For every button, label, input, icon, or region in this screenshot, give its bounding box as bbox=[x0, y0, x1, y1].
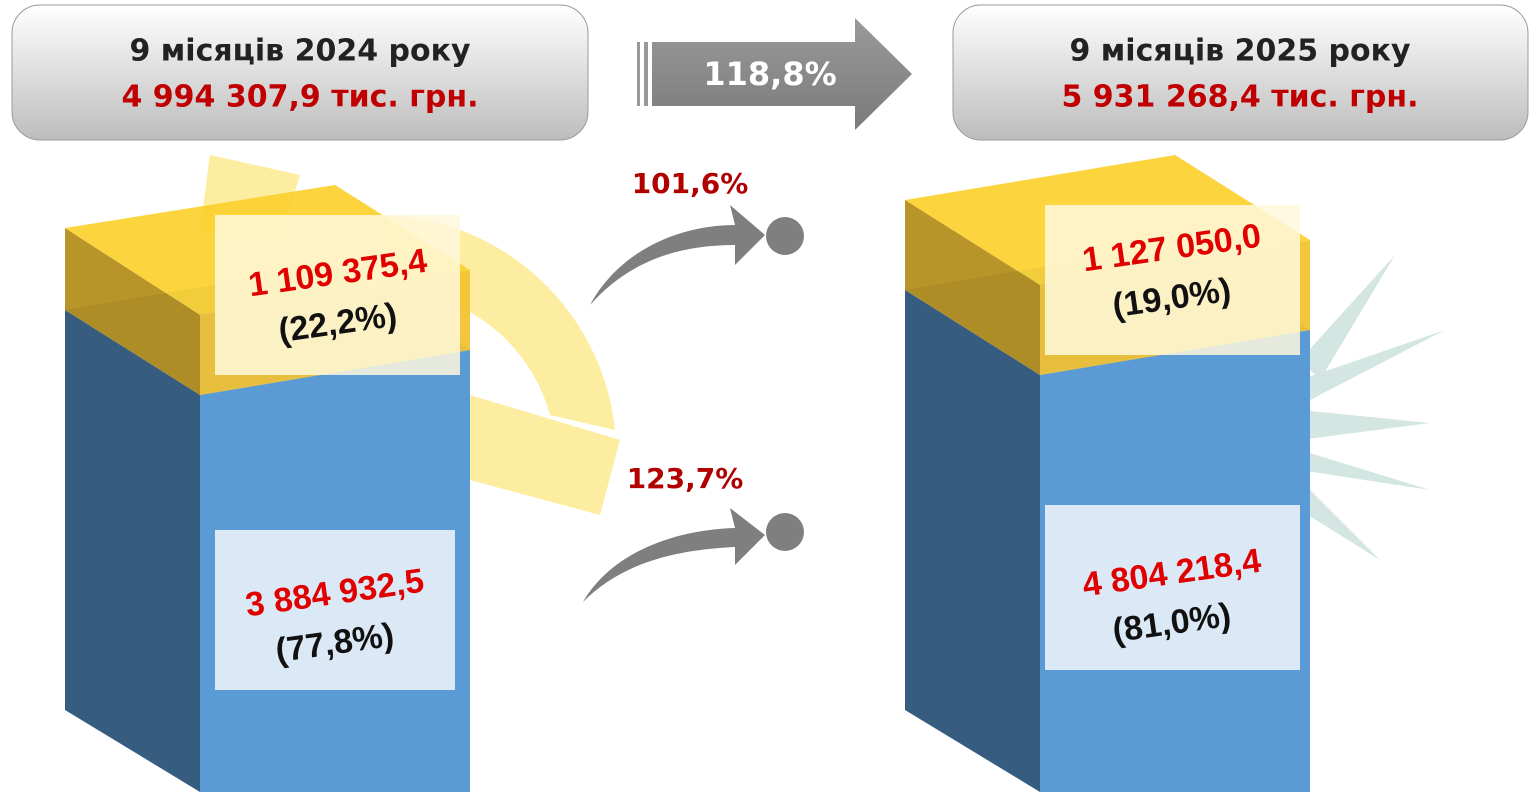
growth-arrow bbox=[583, 205, 804, 602]
period-total: 4 994 307,9 тис. грн. bbox=[121, 80, 478, 115]
label-box bbox=[215, 530, 455, 690]
header-box bbox=[952, 4, 1529, 141]
label-box bbox=[1045, 505, 1300, 670]
growth-arrow bbox=[637, 18, 912, 130]
period-title: 9 місяців 2025 року bbox=[1069, 34, 1411, 69]
label-box bbox=[215, 215, 460, 375]
growth-total: 118,8% bbox=[703, 55, 836, 93]
growth-bottom: 123,7% bbox=[627, 462, 744, 495]
label-box bbox=[1045, 205, 1300, 355]
period-title: 9 місяців 2024 року bbox=[129, 34, 471, 69]
period-total: 5 931 268,4 тис. грн. bbox=[1061, 80, 1418, 115]
growth-top: 101,6% bbox=[632, 167, 749, 200]
header-box bbox=[11, 4, 589, 141]
decor-rays bbox=[1300, 255, 1445, 560]
decor bbox=[470, 395, 620, 515]
